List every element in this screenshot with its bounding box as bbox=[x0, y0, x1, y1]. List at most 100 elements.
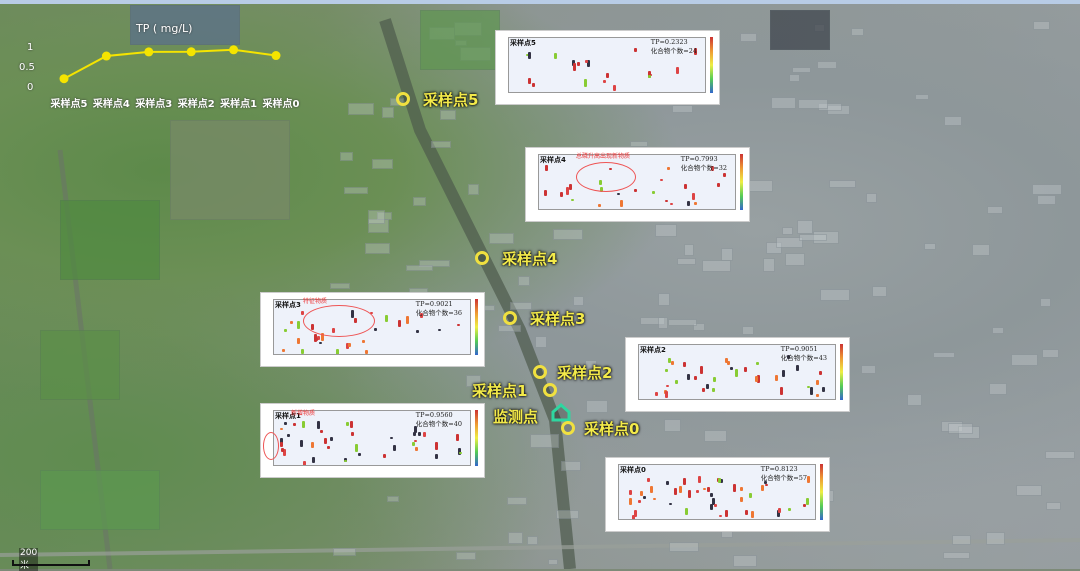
compound-peak bbox=[289, 320, 293, 325]
compound-peak bbox=[663, 390, 667, 395]
compound-peak bbox=[633, 509, 637, 517]
compound-peak bbox=[301, 421, 305, 428]
building bbox=[986, 531, 1005, 546]
compound-peak bbox=[806, 476, 810, 483]
compound-peak bbox=[525, 53, 529, 57]
building bbox=[991, 326, 1004, 335]
compound-peak bbox=[329, 436, 333, 442]
compound-peak bbox=[554, 52, 558, 60]
mass-spectrum-panel[interactable]: 采样点2 TP=0.9051 化合物个数=43 bbox=[625, 337, 850, 412]
compound-peak bbox=[586, 60, 590, 67]
compound-peak bbox=[778, 508, 782, 513]
panel-stats: TP=0.9021 化合物个数=36 bbox=[416, 300, 462, 318]
sample-point-marker[interactable] bbox=[503, 311, 517, 325]
compound-peak bbox=[777, 510, 781, 518]
mass-spectrum-panel[interactable]: 采样点0 TP=0.8123 化合物个数=57 bbox=[605, 457, 830, 532]
compound-peak bbox=[702, 388, 706, 393]
mass-spectrum-panel[interactable]: 采样点3 TP=0.9021 化合物个数=36 特征物质 bbox=[260, 292, 485, 367]
mass-spectrum-panel[interactable]: 采样点1 TP=0.9560 化合物个数=40 新增物质 bbox=[260, 403, 485, 478]
compound-peak bbox=[712, 497, 716, 506]
compound-peak bbox=[697, 475, 701, 484]
building bbox=[507, 532, 524, 545]
color-bar bbox=[840, 344, 843, 400]
marker-label: 采样点5 bbox=[423, 91, 479, 109]
compound-peak bbox=[434, 454, 438, 460]
scatter-plot bbox=[618, 464, 816, 520]
sample-point-marker[interactable] bbox=[475, 251, 489, 265]
panel-title: 采样点2 bbox=[640, 346, 666, 354]
building bbox=[677, 258, 696, 266]
compound-peak bbox=[282, 348, 286, 352]
building bbox=[655, 223, 678, 237]
compound-peak bbox=[282, 448, 286, 457]
compound-count: 化合物个数=36 bbox=[415, 309, 462, 317]
sample-point-marker[interactable] bbox=[543, 383, 557, 397]
building bbox=[406, 264, 434, 272]
building bbox=[419, 259, 451, 268]
scatter-plot bbox=[638, 344, 836, 400]
field bbox=[40, 470, 160, 530]
compound-peak bbox=[702, 488, 706, 491]
compound-peak bbox=[665, 390, 669, 399]
compound-peak bbox=[647, 71, 651, 79]
panel-header bbox=[526, 148, 749, 153]
compound-peak bbox=[346, 342, 350, 350]
compound-peak bbox=[654, 392, 658, 397]
compound-peak bbox=[805, 497, 809, 505]
mass-spectrum-panel[interactable]: 采样点4 TP=0.7993 化合物个数=32 总磷升高出现新物质 bbox=[525, 147, 750, 222]
compound-peak bbox=[639, 490, 643, 496]
compound-peak bbox=[420, 313, 424, 318]
compound-peak bbox=[382, 453, 386, 459]
color-bar bbox=[740, 154, 743, 210]
compound-peak bbox=[317, 421, 321, 429]
compound-peak bbox=[693, 48, 697, 56]
compound-peak bbox=[628, 497, 632, 506]
building bbox=[851, 27, 865, 37]
building bbox=[330, 283, 351, 290]
building bbox=[1046, 502, 1062, 510]
compound-peak bbox=[726, 361, 730, 366]
tp-point bbox=[229, 45, 239, 55]
compound-peak bbox=[458, 451, 462, 455]
compound-peak bbox=[700, 366, 704, 374]
home-icon[interactable] bbox=[550, 402, 572, 426]
compound-peak bbox=[751, 510, 755, 519]
compound-peak bbox=[711, 165, 715, 172]
compound-count: 化合物个数=32 bbox=[680, 164, 727, 172]
building bbox=[348, 103, 374, 115]
compound-peak bbox=[665, 481, 669, 486]
building bbox=[640, 317, 665, 326]
building bbox=[944, 116, 962, 126]
mass-spectrum-panel[interactable]: 采样点5 TP=0.2323 化合物个数=24 bbox=[495, 30, 720, 105]
compound-peak bbox=[674, 379, 678, 384]
panel-stats: TP=0.9560 化合物个数=40 bbox=[416, 411, 462, 429]
building bbox=[372, 158, 393, 169]
building bbox=[828, 179, 857, 189]
compound-count: 化合物个数=43 bbox=[780, 354, 827, 362]
field bbox=[170, 120, 290, 220]
tp-line-chart: TP ( mg/L) 1 0.5 0 采样点5 采样点4 采样点3 采样点2 采样点1 采… bbox=[0, 0, 320, 120]
compound-peak bbox=[694, 201, 698, 205]
compound-peak bbox=[629, 489, 633, 496]
field bbox=[60, 200, 160, 280]
compound-peak bbox=[457, 323, 461, 326]
compound-peak bbox=[633, 48, 637, 52]
compound-peak bbox=[405, 316, 409, 324]
marker-label: 采样点0 bbox=[584, 420, 640, 438]
compound-peak bbox=[683, 362, 687, 368]
building bbox=[816, 61, 838, 70]
sample-point-marker[interactable] bbox=[561, 421, 575, 435]
panel-title: 采样点5 bbox=[510, 39, 536, 47]
compound-peak bbox=[414, 440, 418, 443]
marker-label: 采样点3 bbox=[530, 310, 586, 328]
compound-peak bbox=[458, 448, 461, 455]
compound-peak bbox=[293, 422, 297, 427]
building bbox=[365, 242, 391, 254]
tp-point bbox=[186, 47, 196, 57]
compound-peak bbox=[735, 369, 738, 377]
building bbox=[766, 241, 783, 255]
sample-point-marker[interactable] bbox=[533, 365, 547, 379]
x-tick: 采样点1 bbox=[220, 99, 258, 110]
sample-point-marker[interactable] bbox=[396, 92, 410, 106]
compound-peak bbox=[528, 51, 532, 60]
